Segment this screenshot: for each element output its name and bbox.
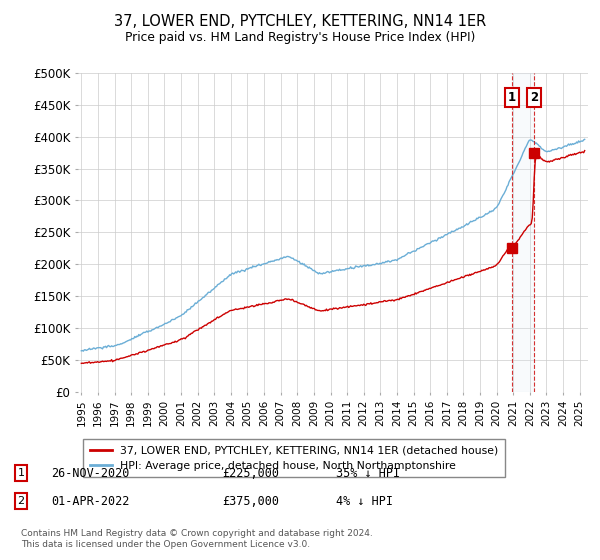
Text: £225,000: £225,000 xyxy=(222,466,279,480)
Legend: 37, LOWER END, PYTCHLEY, KETTERING, NN14 1ER (detached house), HPI: Average pric: 37, LOWER END, PYTCHLEY, KETTERING, NN14… xyxy=(83,439,505,477)
Text: 1: 1 xyxy=(17,468,25,478)
Text: 26-NOV-2020: 26-NOV-2020 xyxy=(51,466,130,480)
Text: 4% ↓ HPI: 4% ↓ HPI xyxy=(336,494,393,508)
Text: £375,000: £375,000 xyxy=(222,494,279,508)
Text: 2: 2 xyxy=(530,91,538,104)
Text: 37, LOWER END, PYTCHLEY, KETTERING, NN14 1ER: 37, LOWER END, PYTCHLEY, KETTERING, NN14… xyxy=(114,14,486,29)
Text: 2: 2 xyxy=(17,496,25,506)
Bar xyxy=(512,73,534,392)
Text: Contains HM Land Registry data © Crown copyright and database right 2024.
This d: Contains HM Land Registry data © Crown c… xyxy=(21,529,373,549)
Text: 35% ↓ HPI: 35% ↓ HPI xyxy=(336,466,400,480)
Text: 01-APR-2022: 01-APR-2022 xyxy=(51,494,130,508)
Text: 1: 1 xyxy=(508,91,516,104)
Text: Price paid vs. HM Land Registry's House Price Index (HPI): Price paid vs. HM Land Registry's House … xyxy=(125,31,475,44)
